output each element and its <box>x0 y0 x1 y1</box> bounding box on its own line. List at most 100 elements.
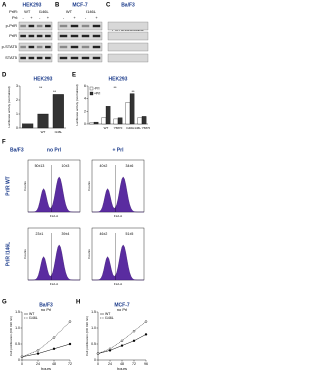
y-tick-label: 1.0 <box>91 326 96 330</box>
x-tick-label: I146L <box>126 126 134 130</box>
condition-label: + Prl <box>113 147 125 153</box>
treatment-label: + <box>47 15 50 20</box>
panel-letter: C <box>106 3 111 9</box>
band <box>20 34 26 38</box>
treatment-label: - <box>22 15 24 20</box>
cell-line: Ba/F3 <box>10 147 24 153</box>
prlr-label: PrlR: <box>9 9 18 14</box>
band <box>81 45 90 49</box>
band <box>20 45 26 49</box>
band <box>45 24 51 28</box>
gate-value: 51±5 <box>126 232 134 236</box>
x-tick-label: WT <box>104 126 109 130</box>
panel-letter: B <box>55 3 60 9</box>
histogram <box>28 244 80 281</box>
y-tick-label: 0 <box>94 358 96 362</box>
x-tick-label: WT <box>41 130 46 134</box>
band <box>92 34 101 38</box>
panel-title: Ba/F3 <box>121 2 135 8</box>
x-axis-label: FL2-A <box>114 214 122 218</box>
y-tick-label: 1.5 <box>15 310 20 314</box>
y-axis-label: Cell proliferation (OD 490 nm) <box>9 316 13 356</box>
y-tick-label: 0 <box>16 126 18 130</box>
band <box>70 45 79 49</box>
y-axis-label: Counts <box>23 249 27 259</box>
band <box>20 56 26 60</box>
legend-swatch <box>89 91 94 96</box>
chart-subtitle: no Prl <box>41 307 52 312</box>
band <box>59 24 68 28</box>
band <box>28 24 35 28</box>
bar <box>101 117 107 125</box>
band <box>81 34 90 38</box>
y-tick-label: 6 <box>84 84 86 88</box>
band <box>92 56 101 60</box>
x-tick-label: 72 <box>132 362 136 366</box>
marker <box>36 349 40 352</box>
x-axis-label: FL2-A <box>50 214 58 218</box>
marker <box>132 330 136 333</box>
marker <box>20 355 24 358</box>
blot <box>57 31 103 41</box>
gate-value: 46±2 <box>100 232 108 236</box>
treatment-label: - <box>63 15 65 20</box>
annotation: ** <box>39 85 43 90</box>
panel-letter: A <box>2 3 7 9</box>
marker <box>144 320 148 323</box>
x-axis-label: hours <box>117 366 127 371</box>
legend-label: WT <box>105 312 111 316</box>
panel-letter: D <box>2 73 7 79</box>
annotation: ** <box>113 85 117 90</box>
x-tick-label: 48 <box>52 362 56 366</box>
condition-label: no Prl <box>47 147 62 153</box>
band <box>81 56 90 60</box>
legend-label: -Prl <box>94 86 100 90</box>
marker <box>144 333 148 336</box>
figure: A HEK293 B MCF-7 C Ba/F3 PrlR: Prl: PrlR… <box>2 2 150 371</box>
y-tick-label: 3 <box>16 84 18 88</box>
treatment-label: + <box>73 15 76 20</box>
band <box>70 56 79 60</box>
histogram <box>28 176 80 213</box>
x-axis-label: FL2-A <box>50 282 58 286</box>
y-tick-label: 4 <box>84 97 86 101</box>
line <box>97 321 147 354</box>
y-axis-label: Counts <box>87 181 91 191</box>
band <box>92 45 101 49</box>
blot <box>107 42 149 52</box>
gate-value: 40±2 <box>100 164 108 168</box>
blot <box>57 53 103 63</box>
band <box>36 56 43 60</box>
y-tick-label: 1.5 <box>91 310 96 314</box>
marker <box>132 339 136 342</box>
variant-label: I146L <box>86 9 97 14</box>
blot <box>107 31 149 41</box>
row-label: PrlR <box>9 33 17 38</box>
marker <box>52 347 56 350</box>
x-tick-label: 0 <box>97 362 99 366</box>
bar <box>89 122 95 125</box>
marker <box>120 339 124 342</box>
x-axis-label: hours <box>41 366 51 371</box>
row-label: p-PrlR <box>6 23 17 28</box>
gate-value: 23±1 <box>36 232 44 236</box>
blot <box>57 21 103 31</box>
gate-value: 50±13 <box>35 164 45 168</box>
y-axis-label: Luciferase activity (normalized) <box>7 86 11 127</box>
bar <box>129 93 135 125</box>
band <box>28 45 35 49</box>
gate-value: 10±3 <box>62 164 70 168</box>
blot <box>107 21 149 31</box>
x-tick-label: Y587F <box>114 126 123 130</box>
band <box>59 34 68 38</box>
band <box>59 56 68 60</box>
bar <box>22 123 34 129</box>
x-axis-label: FL2-A <box>114 282 122 286</box>
chart-title: HEK293 <box>34 76 53 82</box>
chart-subtitle: no Prl <box>117 307 128 312</box>
y-tick-label: 0 <box>18 358 20 362</box>
panel-letter: F <box>2 140 6 146</box>
x-tick-label: 24 <box>36 362 40 366</box>
y-tick-label: 1 <box>16 112 18 116</box>
panel-title: HEK293 <box>23 2 42 8</box>
